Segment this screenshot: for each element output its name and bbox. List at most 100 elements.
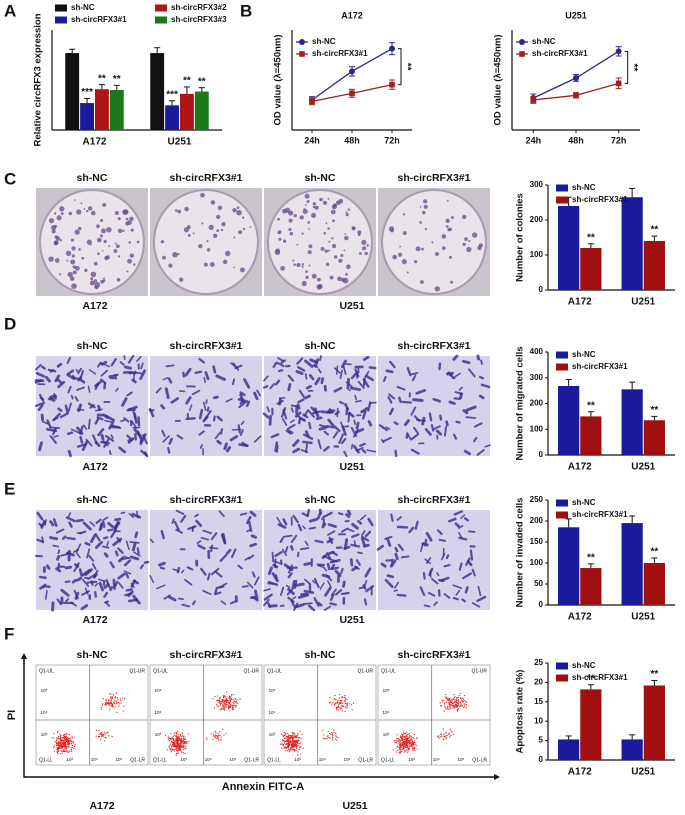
significance: ** [628,63,639,71]
group-label: U251 [339,300,364,312]
event [56,750,58,753]
cell [292,596,297,600]
event [233,701,236,703]
cell [232,362,240,371]
cell [454,391,464,395]
group-label: U251 [342,800,367,812]
event [344,710,346,713]
group-label: U251 [339,461,364,473]
legend-label: sh-circRFX3#1 [572,362,628,371]
cell [388,407,395,416]
event [216,735,218,737]
cell [362,355,370,361]
event [442,701,444,703]
cell [175,509,185,515]
event [66,750,68,752]
event [183,736,185,738]
event [64,745,67,747]
event [293,741,295,744]
cell [49,394,56,398]
cell [297,523,303,532]
colony [332,243,337,249]
colony [60,212,64,216]
cell [323,605,332,611]
significance: ** [587,673,595,684]
event [182,751,185,754]
cell [352,429,360,438]
event [65,735,67,737]
event [405,732,407,735]
cell [321,573,331,579]
flow-tick: 10⁴ [41,710,48,715]
cell [114,517,122,522]
colony [324,249,328,253]
colony [59,206,65,212]
colony [330,209,336,215]
event [123,705,125,707]
event [98,736,100,738]
event [70,743,73,745]
colony [337,276,342,282]
cell [319,582,325,590]
cell [103,591,109,598]
cell [292,439,300,447]
cell [317,512,322,520]
colony [126,270,129,273]
event [338,706,340,708]
cell [355,559,361,566]
event [223,703,225,705]
event [180,741,182,743]
y-tick-label: 10 [534,716,543,725]
cell [463,449,471,456]
colony [450,215,454,220]
cell [403,419,410,427]
event [295,736,298,739]
event [60,744,62,746]
colony [127,220,132,225]
cell [287,374,295,382]
event [115,706,117,708]
image-label: sh-circRFX3#1 [170,340,243,352]
arrow-head [494,774,500,780]
cell [476,595,487,603]
event [293,736,295,738]
cell [443,593,451,599]
point [309,98,315,105]
cell [156,584,166,590]
event [413,743,415,745]
event [180,746,182,748]
bar [621,523,643,605]
x-tick-label: 48h [568,135,584,145]
event [399,744,401,746]
colony [105,255,110,260]
event [396,737,398,739]
event [399,748,401,750]
event [63,742,66,744]
event [405,735,407,737]
event [72,742,74,744]
colony [72,265,77,269]
cell [414,520,419,530]
cell [66,536,76,541]
event [441,705,443,707]
bar [580,689,602,760]
event [219,731,221,733]
cell [56,555,61,561]
point [299,39,305,45]
event [51,736,53,739]
cell [114,550,119,557]
cell [202,415,209,423]
point [389,45,395,52]
event [297,751,299,753]
cell [311,410,321,415]
colony [414,260,418,264]
event [445,738,447,740]
quadrant-label: Q1-LR [244,757,259,763]
event [224,699,227,701]
cell [219,554,228,562]
event [229,699,231,701]
cell [282,534,293,538]
event [400,746,402,748]
event [57,737,59,739]
legend-swatch [155,4,167,12]
